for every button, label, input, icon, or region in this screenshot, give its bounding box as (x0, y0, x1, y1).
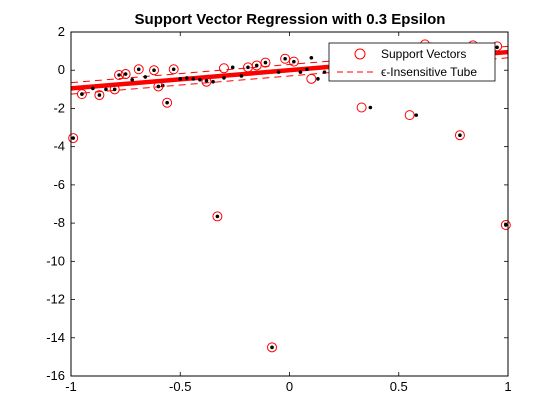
support-vector-marker (68, 133, 79, 144)
data-point (117, 73, 121, 77)
x-tick-label: -0.5 (169, 379, 191, 394)
data-point (191, 77, 196, 81)
data-point (414, 113, 419, 117)
support-vector-marker (149, 65, 160, 76)
data-point (143, 75, 148, 79)
y-tick-label: 0 (58, 62, 65, 77)
y-tick-label: 2 (58, 24, 65, 39)
data-point (222, 76, 226, 80)
data-point (230, 65, 235, 70)
support-vector-marker (212, 211, 223, 222)
support-vector-marker (218, 63, 229, 74)
data-point (80, 92, 84, 96)
y-tick-label: -4 (53, 139, 65, 154)
data-point (156, 84, 161, 89)
data-point (152, 68, 156, 73)
legend-label-tube: ϵ-Insensitive Tube (381, 65, 477, 79)
data-point (283, 56, 287, 61)
y-tick-label: -14 (46, 330, 65, 345)
data-point (215, 214, 220, 219)
data-point (504, 223, 508, 227)
support-vector-marker (500, 220, 511, 231)
data-point (276, 70, 281, 74)
support-vector-marker (94, 90, 105, 101)
chart-title: Support Vector Regression with 0.3 Epsil… (135, 11, 446, 28)
support-vector-marker (133, 64, 144, 75)
data-point (458, 133, 462, 137)
data-point (91, 86, 95, 91)
support-vector-marker (454, 130, 465, 141)
data-point (123, 72, 128, 76)
x-tick-label: 1 (504, 379, 511, 394)
y-tick-label: -16 (46, 368, 65, 383)
data-point (305, 67, 309, 72)
y-tick-labels: 2 0 -2 -4 -6 -8 -10 -12 -14 -16 (46, 24, 65, 383)
data-point (254, 63, 259, 68)
data-point (316, 77, 320, 81)
data-point (309, 56, 314, 60)
data-point (130, 77, 134, 82)
support-vector-marker (162, 97, 173, 108)
legend-label-support-vectors: Support Vectors (381, 47, 466, 61)
data-point (246, 65, 250, 70)
x-tick-labels: -1 -0.5 0 0.5 1 (65, 379, 511, 394)
support-vector-marker (288, 56, 299, 67)
y-tick-label: -2 (53, 100, 65, 115)
data-point (104, 87, 108, 92)
data-point (198, 77, 202, 82)
support-vector-marker (76, 89, 87, 100)
support-vectors (68, 39, 511, 353)
x-tick-label: 0.5 (390, 379, 408, 394)
y-tick-label: -10 (46, 253, 65, 268)
y-tick-label: -8 (53, 215, 65, 230)
x-tick-label: -1 (65, 379, 77, 394)
y-tick-label: -6 (53, 177, 65, 192)
data-point (298, 70, 303, 74)
support-vector-marker (404, 110, 415, 121)
legend-box (328, 42, 496, 82)
data-point (495, 45, 499, 50)
data-point (239, 74, 244, 78)
support-vector-marker (280, 53, 291, 64)
data-point (322, 70, 327, 74)
data-point (263, 60, 268, 65)
data-point (112, 87, 117, 92)
data-point (368, 105, 373, 110)
support-vector-marker (260, 57, 271, 68)
data-point (211, 79, 215, 84)
y-tick-label: -12 (46, 292, 65, 307)
support-vector-marker (356, 102, 367, 113)
support-vector-marker (168, 64, 179, 75)
support-vector-marker (306, 73, 317, 84)
support-vector-marker (114, 70, 125, 80)
x-tick-label: 0 (286, 379, 293, 394)
support-vector-marker (251, 60, 262, 71)
data-point (292, 59, 296, 64)
support-vector-marker (201, 76, 212, 87)
data-point (97, 93, 102, 97)
data-point (136, 67, 141, 72)
data-point (178, 77, 183, 81)
support-vector-marker (267, 342, 278, 353)
support-vector-marker (153, 81, 164, 92)
data-point (71, 136, 75, 140)
support-vector-marker (109, 84, 120, 95)
legend-marker-support-vectors (354, 48, 366, 60)
data-point (185, 76, 189, 80)
data-point (165, 100, 169, 105)
data-point (270, 345, 274, 350)
legend: Support Vectors ϵ-Insensitive Tube (328, 42, 496, 82)
support-vector-marker (120, 69, 131, 80)
data-point (171, 67, 176, 72)
plot-frame (70, 31, 509, 377)
data-point (204, 78, 209, 83)
